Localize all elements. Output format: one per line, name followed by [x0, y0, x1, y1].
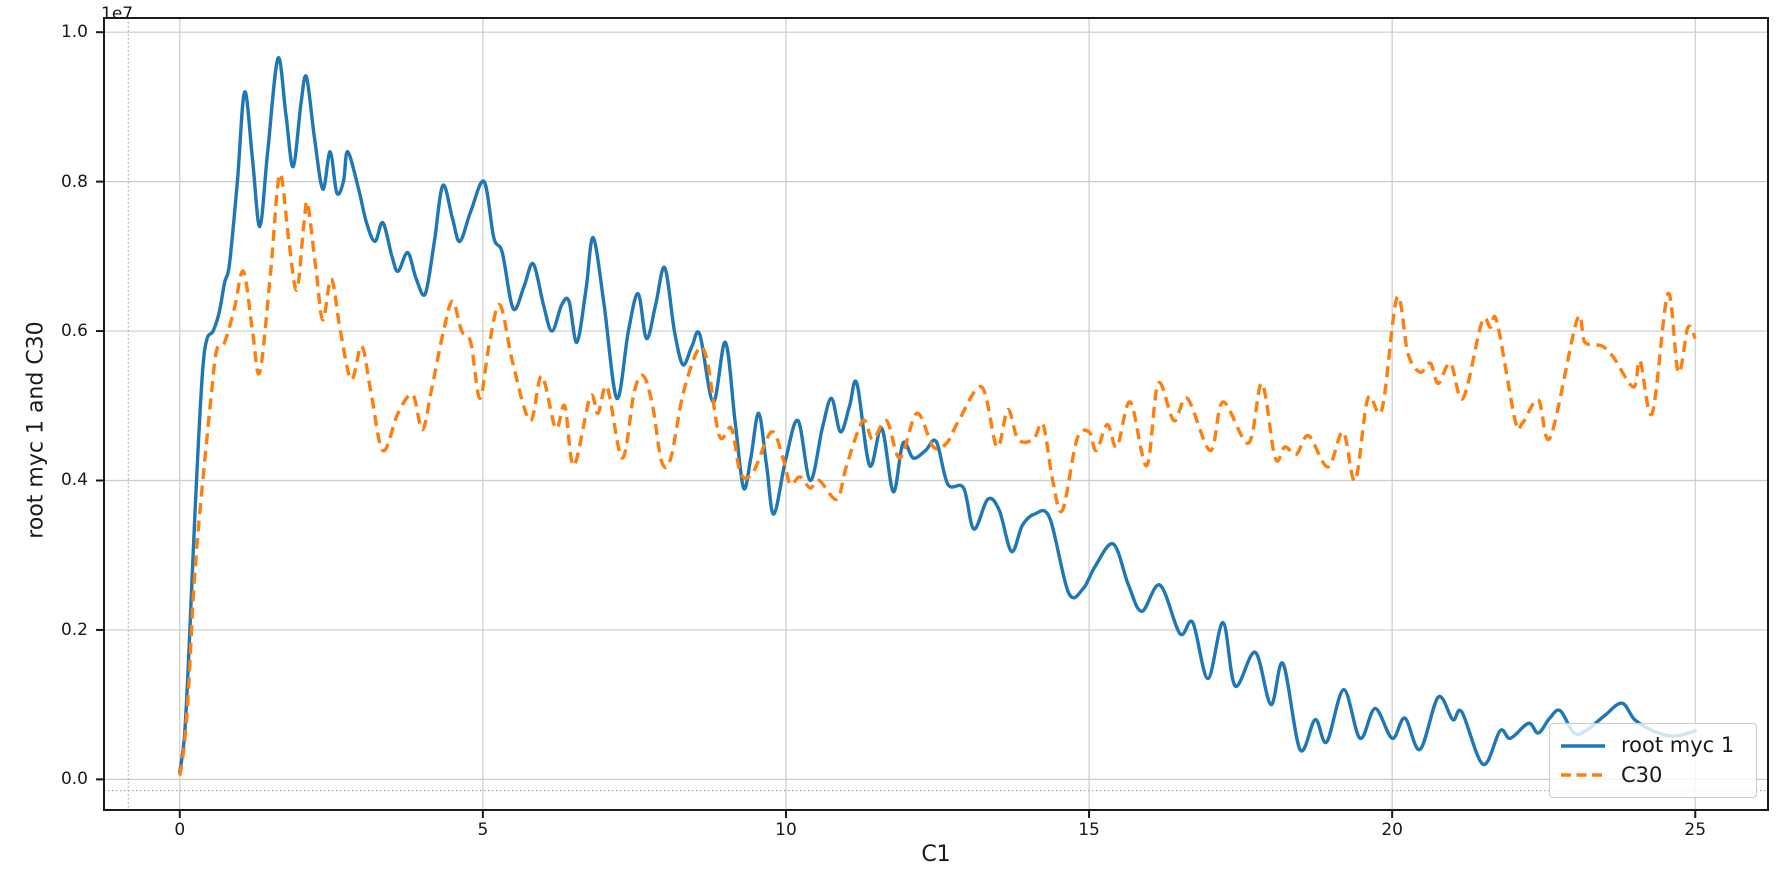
- x-axis-label: C1: [921, 842, 951, 867]
- x-tick-label: 20: [1381, 820, 1403, 840]
- x-tick-label: 10: [775, 820, 797, 840]
- x-tick-label: 25: [1684, 820, 1707, 840]
- y-tick-label: 0.4: [60, 470, 88, 491]
- series-line-root-myc-1: [178, 56, 1697, 774]
- legend-entry-c30: C30: [1560, 762, 1746, 787]
- legend-sample-solid-line: [1561, 744, 1605, 748]
- legend-entry-root-myc-1: root myc 1: [1560, 735, 1746, 756]
- x-tick-label: 15: [1078, 820, 1100, 840]
- y-tick-label: 1.0: [60, 22, 88, 43]
- y-tick-label: 0.0: [60, 769, 88, 790]
- legend-label-c30: C30: [1621, 762, 1663, 787]
- x-tick-label: 0: [174, 820, 186, 840]
- y-axis-offset-text: 1e7: [101, 4, 134, 24]
- y-tick-label: 0.2: [60, 619, 88, 640]
- legend-sample-dashed-line: [1561, 773, 1605, 777]
- y-tick-label: 0.6: [60, 321, 88, 342]
- y-tick-label: 0.8: [60, 171, 88, 192]
- legend: root myc 1 C30: [1549, 723, 1757, 798]
- x-tick-label: 5: [477, 820, 489, 840]
- y-axis-label: root myc 1 and C30: [23, 321, 49, 539]
- series-line-c30: [178, 172, 1697, 776]
- legend-label-root-myc-1: root myc 1: [1621, 733, 1735, 758]
- axes-spines: [103, 17, 1769, 811]
